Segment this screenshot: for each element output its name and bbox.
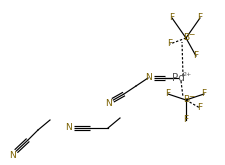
Text: F: F: [198, 14, 203, 22]
Text: B: B: [183, 33, 189, 43]
Text: F: F: [169, 14, 175, 22]
Text: F: F: [194, 51, 198, 61]
Text: N: N: [105, 99, 111, 108]
Text: F: F: [198, 103, 203, 113]
Text: F: F: [201, 89, 207, 99]
Text: N: N: [65, 123, 71, 132]
Text: F: F: [167, 39, 173, 49]
Text: N: N: [9, 150, 15, 160]
Text: −: −: [188, 93, 194, 101]
Text: −: −: [188, 31, 194, 39]
Text: F: F: [183, 115, 189, 125]
Text: F: F: [165, 89, 171, 99]
Text: N: N: [145, 73, 151, 82]
Text: 2+: 2+: [182, 71, 192, 77]
Text: B: B: [183, 96, 189, 104]
Text: Pd: Pd: [171, 73, 184, 83]
